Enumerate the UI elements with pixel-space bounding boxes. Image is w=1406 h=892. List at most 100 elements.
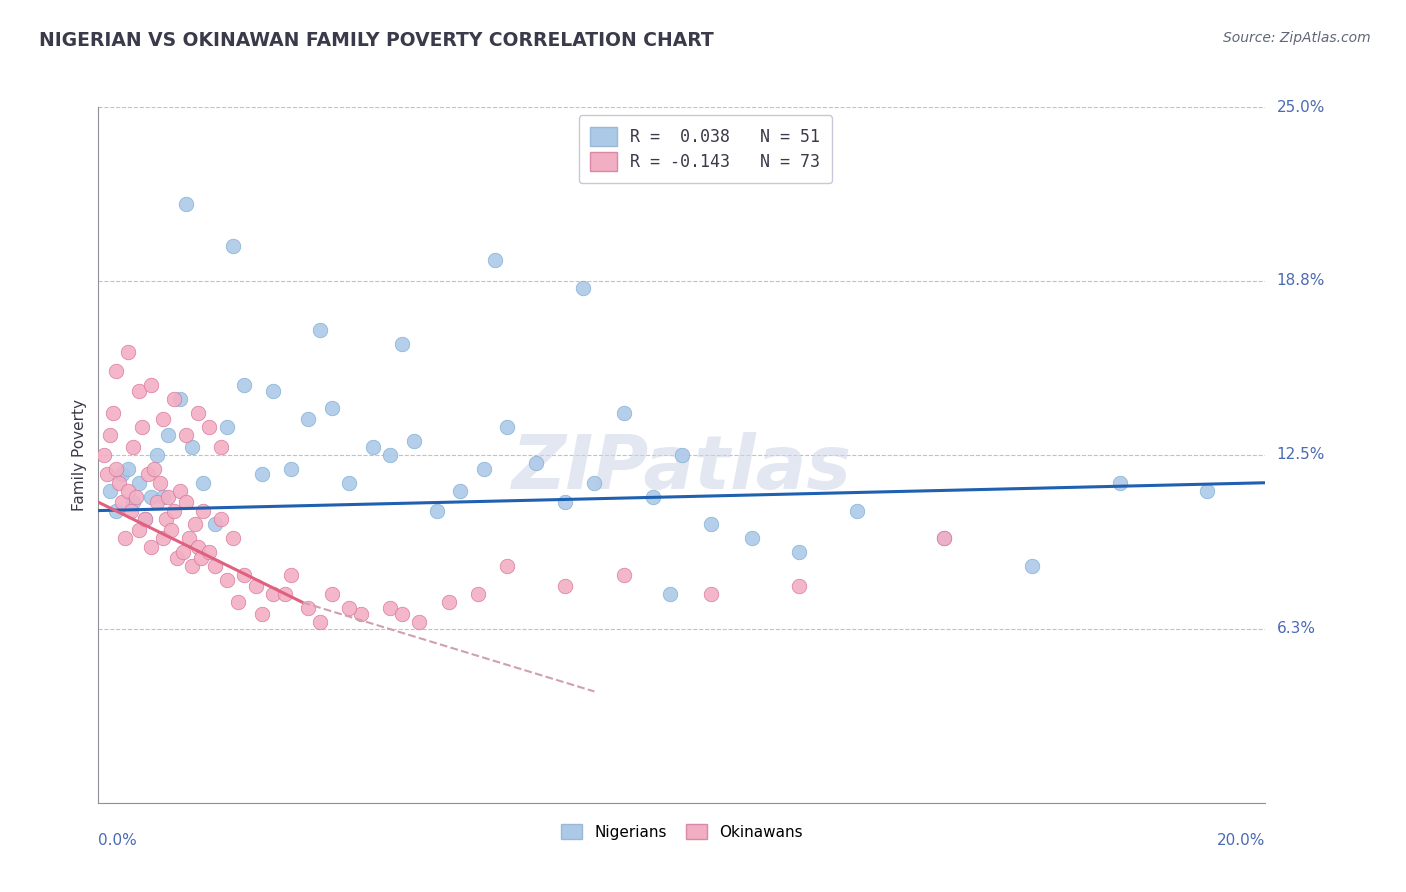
Point xyxy=(391,336,413,351)
Point xyxy=(449,484,471,499)
Text: ZIPatlas: ZIPatlas xyxy=(512,433,852,506)
Point xyxy=(193,503,215,517)
Point xyxy=(1108,475,1130,490)
Point xyxy=(204,559,226,574)
Point xyxy=(221,532,243,546)
Point xyxy=(297,601,319,615)
Point xyxy=(136,467,159,482)
Text: 6.3%: 6.3% xyxy=(1277,622,1316,636)
Point xyxy=(98,428,121,442)
Point xyxy=(309,323,332,337)
Point xyxy=(139,378,162,392)
Point xyxy=(297,411,319,425)
Point xyxy=(361,440,384,454)
Point xyxy=(380,601,402,615)
Point xyxy=(337,475,360,490)
Point xyxy=(613,406,636,420)
Point xyxy=(350,607,373,621)
Point xyxy=(221,239,243,253)
Point xyxy=(131,420,153,434)
Point xyxy=(245,579,267,593)
Point xyxy=(183,517,205,532)
Point xyxy=(139,490,162,504)
Y-axis label: Family Poverty: Family Poverty xyxy=(72,399,87,511)
Point xyxy=(391,607,413,621)
Point xyxy=(177,532,200,546)
Point xyxy=(157,490,180,504)
Point xyxy=(484,253,506,268)
Point xyxy=(583,475,606,490)
Point xyxy=(280,462,302,476)
Point xyxy=(263,587,285,601)
Point xyxy=(117,462,139,476)
Point xyxy=(671,448,693,462)
Point xyxy=(174,197,197,211)
Point xyxy=(111,467,134,482)
Point xyxy=(613,567,636,582)
Point xyxy=(166,550,188,565)
Point xyxy=(117,345,139,359)
Point xyxy=(155,512,177,526)
Point xyxy=(1197,484,1219,499)
Point xyxy=(496,559,519,574)
Point xyxy=(169,392,191,407)
Point xyxy=(149,475,172,490)
Point xyxy=(472,462,495,476)
Point xyxy=(250,607,273,621)
Point xyxy=(163,392,186,407)
Point xyxy=(934,532,956,546)
Point xyxy=(402,434,425,448)
Point xyxy=(380,448,402,462)
Point xyxy=(741,532,763,546)
Text: 20.0%: 20.0% xyxy=(1218,833,1265,848)
Point xyxy=(198,545,221,559)
Point xyxy=(554,495,576,509)
Point xyxy=(120,503,142,517)
Point xyxy=(114,532,136,546)
Point xyxy=(134,512,156,526)
Point xyxy=(180,559,202,574)
Point xyxy=(209,440,232,454)
Point xyxy=(152,490,174,504)
Point xyxy=(187,540,209,554)
Point xyxy=(125,490,148,504)
Point xyxy=(554,579,576,593)
Point xyxy=(122,440,145,454)
Point xyxy=(108,475,131,490)
Point xyxy=(169,484,191,499)
Point xyxy=(408,615,430,629)
Legend: Nigerians, Okinawans: Nigerians, Okinawans xyxy=(554,816,810,847)
Point xyxy=(174,495,197,509)
Point xyxy=(337,601,360,615)
Point xyxy=(215,573,238,587)
Point xyxy=(101,406,124,420)
Point xyxy=(190,550,212,565)
Point xyxy=(139,540,162,554)
Point xyxy=(93,448,115,462)
Point xyxy=(233,378,256,392)
Point xyxy=(122,495,145,509)
Text: Source: ZipAtlas.com: Source: ZipAtlas.com xyxy=(1223,31,1371,45)
Text: 18.8%: 18.8% xyxy=(1277,274,1324,288)
Point xyxy=(524,456,547,470)
Point xyxy=(128,384,150,398)
Point xyxy=(280,567,302,582)
Text: 25.0%: 25.0% xyxy=(1277,100,1324,114)
Point xyxy=(180,440,202,454)
Point xyxy=(96,467,118,482)
Point xyxy=(198,420,221,434)
Point xyxy=(437,595,460,609)
Point xyxy=(209,512,232,526)
Point xyxy=(163,503,186,517)
Text: NIGERIAN VS OKINAWAN FAMILY POVERTY CORRELATION CHART: NIGERIAN VS OKINAWAN FAMILY POVERTY CORR… xyxy=(39,31,714,50)
Point xyxy=(142,462,165,476)
Point xyxy=(659,587,682,601)
Point xyxy=(700,587,723,601)
Point xyxy=(146,448,169,462)
Text: 0.0%: 0.0% xyxy=(98,833,138,848)
Point xyxy=(146,495,169,509)
Point xyxy=(111,495,134,509)
Point xyxy=(934,532,956,546)
Point xyxy=(128,475,150,490)
Point xyxy=(700,517,723,532)
